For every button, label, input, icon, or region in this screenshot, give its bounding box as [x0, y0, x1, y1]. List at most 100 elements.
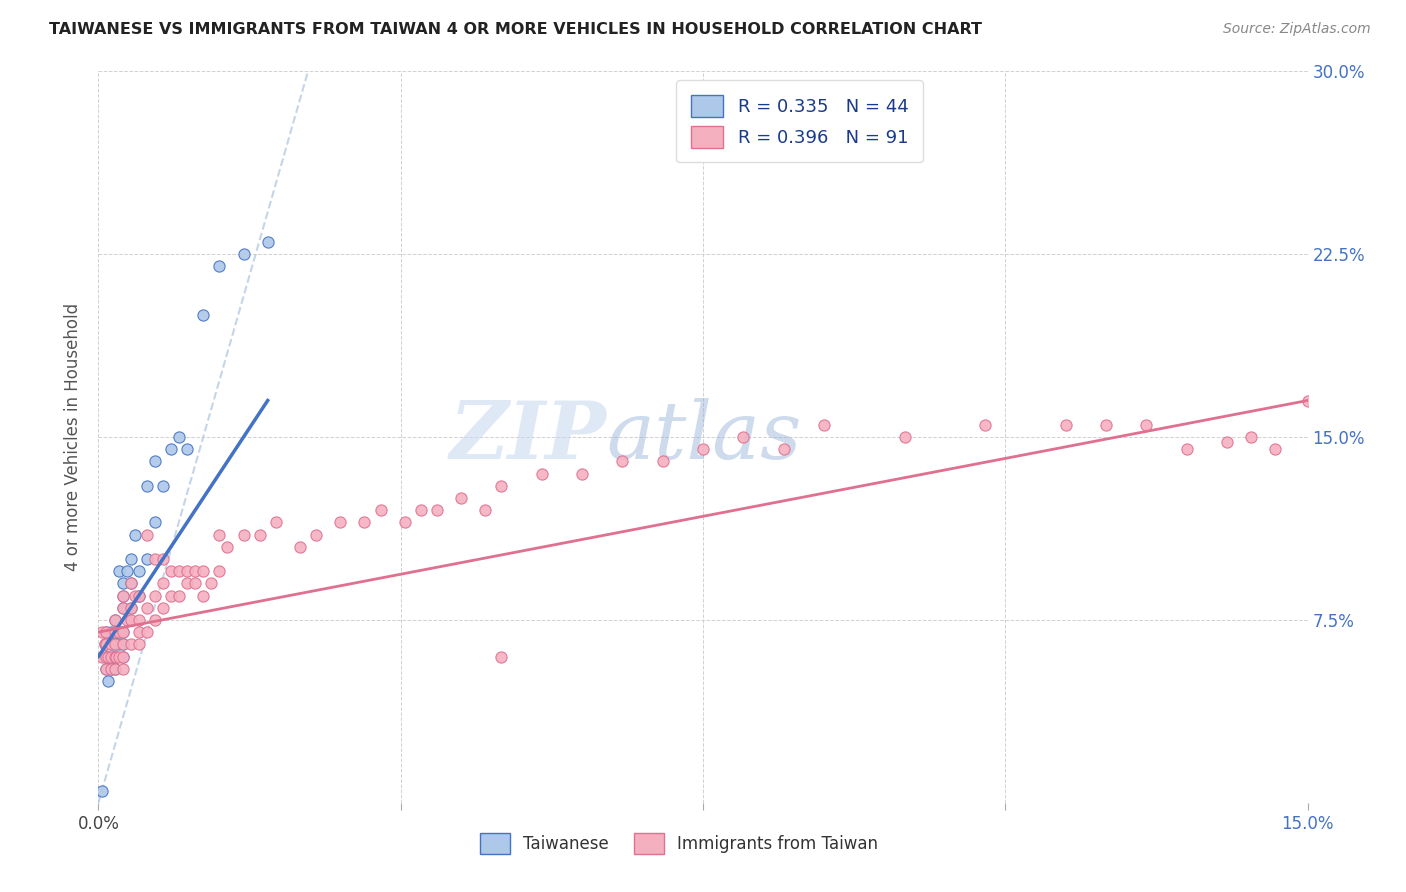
Point	[120, 637, 142, 651]
Point	[128, 589, 150, 603]
Point	[612, 454, 634, 468]
Point	[103, 625, 125, 640]
Legend: Taiwanese, Immigrants from Taiwan: Taiwanese, Immigrants from Taiwan	[472, 827, 884, 860]
Point	[160, 589, 183, 603]
Point	[474, 503, 496, 517]
Point	[100, 637, 122, 651]
Point	[111, 625, 134, 640]
Point	[1135, 417, 1157, 432]
Point	[111, 637, 134, 651]
Point	[305, 527, 328, 541]
Point	[103, 662, 125, 676]
Point	[232, 527, 254, 541]
Point	[1216, 434, 1239, 449]
Point	[91, 649, 114, 664]
Point	[1095, 417, 1118, 432]
Point	[176, 442, 198, 457]
Text: ZIP: ZIP	[450, 399, 606, 475]
Point	[111, 589, 134, 603]
Point	[111, 589, 134, 603]
Point	[176, 564, 198, 578]
Point	[353, 516, 375, 530]
Point	[160, 442, 183, 457]
Point	[893, 430, 915, 444]
Point	[200, 576, 222, 591]
Point	[111, 649, 134, 664]
Point	[193, 589, 215, 603]
Point	[370, 503, 392, 517]
Point	[101, 649, 124, 664]
Point	[264, 516, 287, 530]
Point	[103, 662, 125, 676]
Point	[97, 649, 120, 664]
Point	[100, 625, 122, 640]
Point	[103, 637, 125, 651]
Text: TAIWANESE VS IMMIGRANTS FROM TAIWAN 4 OR MORE VEHICLES IN HOUSEHOLD CORRELATION : TAIWANESE VS IMMIGRANTS FROM TAIWAN 4 OR…	[49, 22, 983, 37]
Point	[107, 637, 129, 651]
Point	[813, 417, 835, 432]
Point	[103, 649, 125, 664]
Point	[103, 637, 125, 651]
Point	[143, 516, 166, 530]
Point	[208, 260, 231, 274]
Point	[135, 625, 157, 640]
Point	[105, 625, 128, 640]
Point	[152, 552, 174, 566]
Point	[184, 564, 207, 578]
Point	[94, 637, 117, 651]
Point	[651, 454, 673, 468]
Point	[491, 479, 513, 493]
Point	[491, 649, 513, 664]
Text: atlas: atlas	[606, 399, 801, 475]
Point	[152, 479, 174, 493]
Point	[249, 527, 271, 541]
Point	[111, 576, 134, 591]
Point	[120, 600, 142, 615]
Point	[96, 637, 118, 651]
Point	[1175, 442, 1198, 457]
Point	[394, 516, 416, 530]
Point	[100, 637, 122, 651]
Point	[111, 600, 134, 615]
Point	[115, 613, 138, 627]
Point	[135, 552, 157, 566]
Point	[152, 576, 174, 591]
Point	[111, 637, 134, 651]
Point	[97, 673, 120, 688]
Point	[167, 564, 190, 578]
Point	[128, 637, 150, 651]
Point	[184, 576, 207, 591]
Point	[143, 454, 166, 468]
Point	[329, 516, 352, 530]
Y-axis label: 4 or more Vehicles in Household: 4 or more Vehicles in Household	[65, 303, 83, 571]
Point	[105, 649, 128, 664]
Point	[288, 540, 311, 554]
Point	[120, 576, 142, 591]
Point	[232, 247, 254, 261]
Point	[193, 564, 215, 578]
Point	[167, 430, 190, 444]
Point	[128, 613, 150, 627]
Point	[692, 442, 714, 457]
Point	[143, 589, 166, 603]
Point	[1054, 417, 1077, 432]
Point	[143, 613, 166, 627]
Point	[571, 467, 593, 481]
Point	[167, 589, 190, 603]
Point	[530, 467, 553, 481]
Point	[128, 564, 150, 578]
Point	[94, 637, 117, 651]
Point	[100, 662, 122, 676]
Point	[1240, 430, 1263, 444]
Point	[97, 649, 120, 664]
Point	[96, 662, 118, 676]
Point	[208, 527, 231, 541]
Point	[152, 600, 174, 615]
Point	[111, 625, 134, 640]
Point	[135, 479, 157, 493]
Point	[426, 503, 449, 517]
Point	[450, 491, 472, 505]
Point	[100, 662, 122, 676]
Point	[128, 625, 150, 640]
Point	[409, 503, 432, 517]
